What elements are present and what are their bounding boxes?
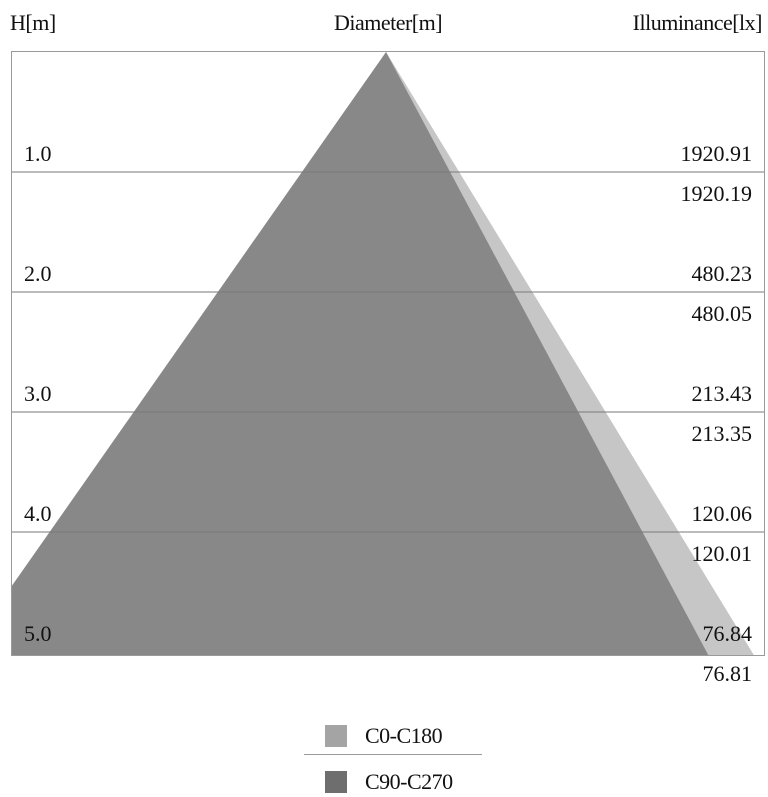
illuminance-label-c0-c180: 480.23: [692, 261, 753, 286]
legend-swatch-c90-c270: [325, 771, 347, 793]
illuminance-label-c0-c180: 76.84: [703, 621, 753, 646]
legend-separator: [304, 754, 482, 755]
diameter-axis-title: Diameter[m]: [333, 10, 443, 35]
height-label: 3.0: [24, 381, 52, 406]
illuminance-cone-chart: 1.0 1920.91 1920.19 2.0 480.23 480.05 3.0 213.4…: [11, 51, 765, 686]
chart-labels: 1.0 1920.91 1920.19 2.0 480.23 480.05 3.0 213.4…: [24, 141, 752, 686]
illuminance-axis-title: Illuminance[lx]: [632, 10, 763, 35]
height-label: 4.0: [24, 501, 52, 526]
legend-item-c90-c270: C90-C270: [325, 767, 453, 797]
illuminance-label-c90-c270: 76.81: [703, 661, 753, 686]
gridlines: [12, 171, 764, 533]
illuminance-label-c90-c270: 480.05: [692, 301, 753, 326]
height-label: 5.0: [24, 621, 52, 646]
height-label: 1.0: [24, 141, 52, 166]
illuminance-label-c0-c180: 1920.91: [681, 141, 753, 166]
illuminance-label-c0-c180: 120.06: [692, 501, 753, 526]
height-axis-title: H[m]: [10, 10, 56, 35]
illuminance-label-c90-c270: 213.35: [692, 421, 753, 446]
legend-label-c0-c180: C0-C180: [365, 723, 443, 748]
cone-area-c90-c270: [12, 52, 764, 655]
illuminance-label-c0-c180: 213.43: [692, 381, 753, 406]
illuminance-label-c90-c270: 1920.19: [681, 181, 753, 206]
cone-areas: [12, 52, 764, 655]
legend-swatch-c0-c180: [325, 725, 347, 747]
height-label: 2.0: [24, 261, 52, 286]
legend-label-c90-c270: C90-C270: [365, 769, 453, 794]
legend-item-c0-c180: C0-C180: [325, 721, 443, 751]
illuminance-label-c90-c270: 120.01: [692, 541, 753, 566]
